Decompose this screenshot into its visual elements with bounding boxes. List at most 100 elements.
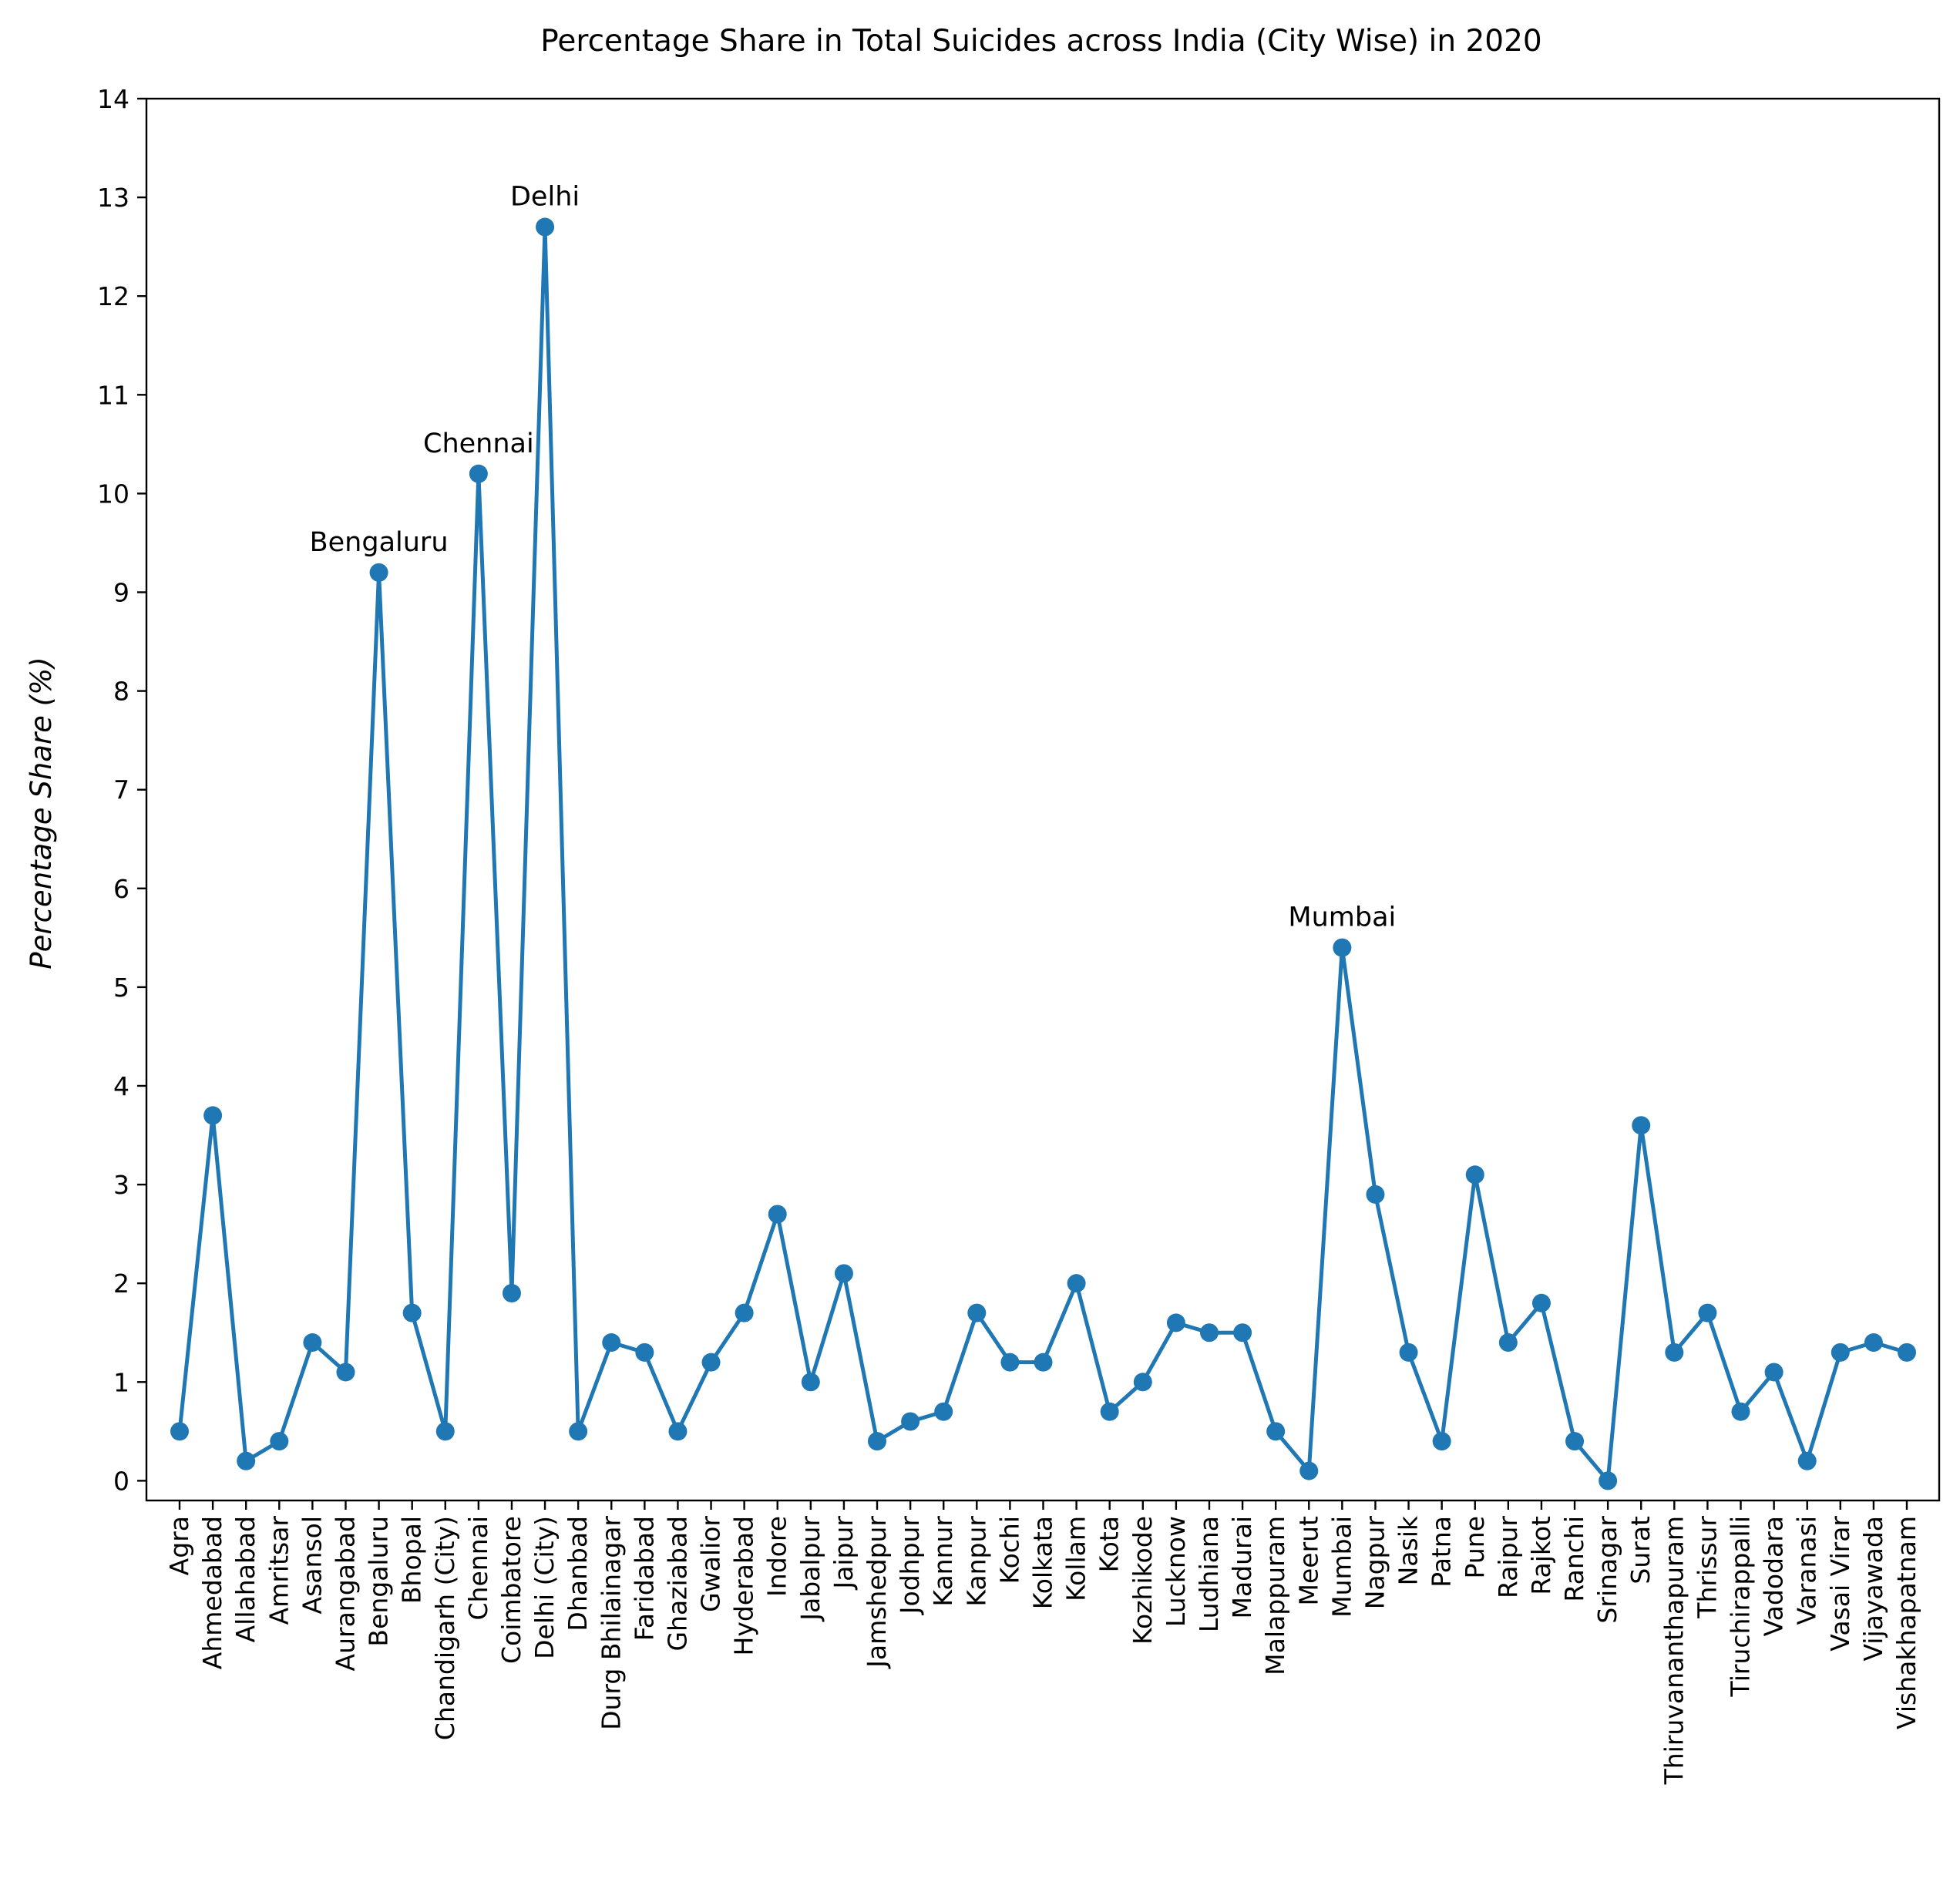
data-point (1831, 1343, 1850, 1362)
x-tick-label: Nasik (1394, 1515, 1424, 1585)
data-point (1565, 1432, 1585, 1451)
x-tick-label: Jamshedpur (862, 1516, 892, 1669)
data-point (336, 1363, 355, 1382)
y-tick-label: 10 (97, 479, 129, 509)
data-point (402, 1303, 422, 1322)
data-point (668, 1422, 688, 1441)
data-point (1000, 1353, 1020, 1372)
data-point (1166, 1313, 1185, 1332)
y-tick-label: 1 (113, 1367, 129, 1397)
y-tick-label: 7 (113, 775, 129, 805)
data-point (1764, 1363, 1783, 1382)
x-tick-label: Vijayawada (1858, 1516, 1888, 1662)
x-tick-label: Thiruvananthapuram (1659, 1516, 1689, 1785)
data-point (1333, 938, 1352, 957)
y-tick-label: 5 (113, 973, 129, 1003)
series (170, 217, 1916, 1490)
y-tick-label: 4 (113, 1071, 129, 1101)
data-point (203, 1106, 223, 1125)
data-point (1898, 1343, 1916, 1362)
x-tick-label: Delhi (City) (530, 1516, 560, 1659)
data-point (901, 1412, 920, 1431)
x-tick-label: Allahabad (230, 1516, 261, 1642)
data-point (834, 1264, 853, 1283)
data-point (1399, 1343, 1418, 1362)
x-tick-label: Vishakhapatnam (1891, 1516, 1921, 1729)
data-point (469, 464, 488, 483)
x-tick-label: Kanpur (961, 1516, 991, 1607)
x-tick-label: Raipur (1493, 1516, 1523, 1598)
data-point (1100, 1402, 1119, 1421)
data-point (1665, 1343, 1684, 1362)
x-tick-label: Jodhpur (895, 1516, 925, 1616)
x-tick-label: Ghaziabad (662, 1516, 692, 1652)
x-tick-label: Chennai (463, 1516, 493, 1620)
data-point (801, 1373, 820, 1392)
annotation-label: Chennai (423, 428, 534, 459)
x-tick-label: Thrissur (1692, 1516, 1722, 1619)
y-tick-label: 2 (113, 1269, 129, 1299)
x-tick-label: Kota (1094, 1516, 1125, 1572)
y-tick-label: 0 (113, 1466, 129, 1496)
x-tick-label: Madurai (1227, 1516, 1257, 1619)
x-tick-label: Durg Bhilainagar (596, 1516, 626, 1730)
x-tick-label: Hyderabad (729, 1516, 759, 1656)
data-point (1366, 1185, 1385, 1204)
y-tick-label: 13 (97, 183, 129, 213)
data-point (1034, 1353, 1053, 1372)
data-point (1698, 1303, 1717, 1322)
data-point (967, 1303, 987, 1322)
data-point (1432, 1432, 1451, 1451)
x-tick-label: Srinagar (1592, 1516, 1622, 1624)
annotation-label: Delhi (510, 182, 580, 213)
x-tick-label: Kollam (1061, 1516, 1091, 1601)
data-point (1632, 1116, 1651, 1135)
x-tick-label: Vasai Virar (1825, 1516, 1855, 1652)
y-tick-label: 3 (113, 1170, 129, 1200)
y-tick-label: 8 (113, 677, 129, 707)
x-tick-label: Amritsar (264, 1516, 294, 1625)
x-tick-label: Gwalior (696, 1516, 726, 1612)
x-tick-label: Pune (1460, 1516, 1490, 1578)
x-tick-label: Ludhiana (1194, 1516, 1224, 1632)
x-tick-label: Dhanbad (563, 1516, 593, 1632)
data-point (1864, 1333, 1883, 1353)
x-tick-label: Indore (762, 1516, 792, 1597)
data-point (303, 1333, 322, 1353)
x-tick-label: Kannur (928, 1516, 958, 1607)
data-point (735, 1303, 754, 1322)
data-point (1531, 1293, 1551, 1312)
data-point (1498, 1333, 1518, 1353)
x-tick-label: Meerut (1293, 1516, 1323, 1606)
data-point (868, 1432, 887, 1451)
x-tick-label: Bhopal (397, 1516, 427, 1604)
data-point (502, 1283, 521, 1302)
data-point (1233, 1323, 1252, 1343)
data-point (602, 1333, 621, 1353)
data-point (435, 1422, 455, 1441)
x-tick-label: Nagpur (1360, 1516, 1390, 1610)
data-point (1797, 1451, 1817, 1470)
x-tick-label: Bengaluru (364, 1516, 394, 1647)
data-point (536, 217, 555, 237)
x-tick-label: Surat (1625, 1516, 1656, 1585)
data-point (768, 1205, 787, 1224)
data-point (369, 563, 388, 582)
data-point (635, 1343, 654, 1362)
y-tick-label: 6 (113, 874, 129, 904)
x-tick-label: Patna (1427, 1516, 1457, 1588)
annotation-label: Bengaluru (310, 527, 449, 558)
x-tick-label: Aurangabad (330, 1516, 360, 1671)
x-tick-label: Faridabad (629, 1516, 659, 1641)
data-point (1465, 1165, 1484, 1185)
data-point (1299, 1461, 1319, 1480)
x-tick-label: Jabalpur (795, 1516, 825, 1622)
x-tick-label: Coimbatore (496, 1516, 526, 1664)
y-tick-label: 11 (97, 380, 129, 410)
x-tick-label: Vadodara (1759, 1516, 1789, 1636)
x-tick-label: Ahmedabad (197, 1516, 227, 1669)
y-axis-label: Percentage Share (%) (25, 657, 58, 969)
annotations: Bengaluru Chennai Delhi Mumbai (310, 182, 1397, 933)
